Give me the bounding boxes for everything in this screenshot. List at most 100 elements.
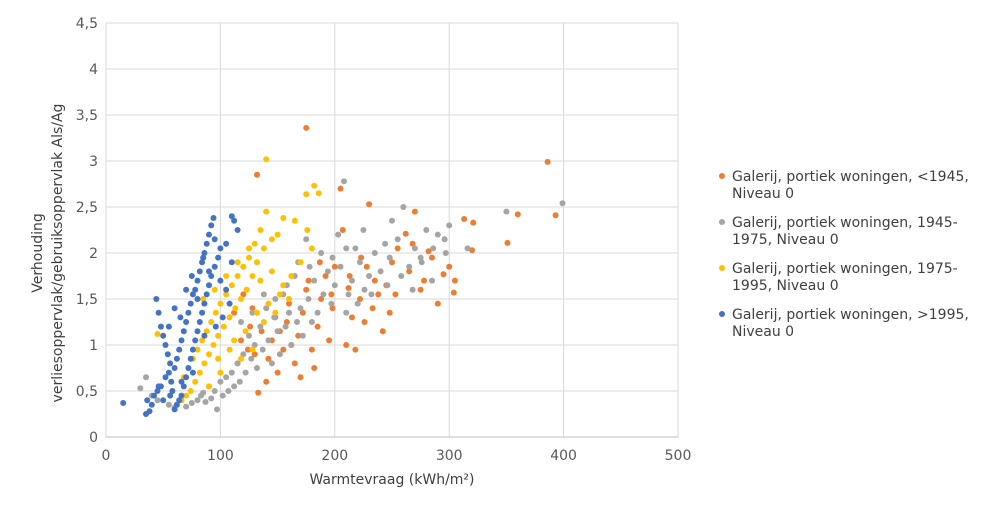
data-point — [434, 231, 441, 238]
data-point — [379, 328, 386, 335]
data-point — [297, 259, 304, 266]
data-point — [211, 286, 218, 293]
data-point — [228, 369, 235, 376]
legend-marker — [719, 311, 725, 317]
data-point — [297, 305, 304, 312]
data-point — [418, 259, 425, 266]
data-point — [217, 369, 224, 376]
data-point — [446, 263, 453, 270]
data-point — [464, 245, 471, 252]
data-point — [259, 346, 266, 353]
data-point — [217, 378, 224, 385]
data-point — [176, 397, 183, 404]
data-point — [211, 236, 218, 243]
data-point — [199, 309, 206, 316]
data-point — [243, 286, 250, 293]
data-point — [263, 305, 270, 312]
data-point — [369, 305, 376, 312]
data-point — [398, 273, 405, 279]
data-point — [178, 337, 185, 344]
data-point — [311, 277, 318, 284]
data-point — [120, 400, 127, 406]
y-axis-title-line-2-text: verliesoppervlak/gebruiksoppervlak Als/A… — [50, 104, 66, 403]
data-point — [189, 291, 196, 298]
data-point — [288, 273, 295, 279]
data-point — [254, 171, 260, 178]
data-point — [226, 314, 233, 321]
data-point — [155, 383, 162, 390]
data-point — [249, 309, 256, 316]
data-point — [288, 342, 295, 348]
data-point — [165, 369, 172, 376]
data-point — [280, 282, 287, 289]
data-point — [417, 254, 424, 261]
data-point — [160, 397, 167, 404]
data-point — [402, 230, 409, 237]
data-point — [201, 332, 208, 339]
data-point — [315, 190, 322, 197]
data-point — [215, 332, 222, 339]
data-point — [155, 309, 162, 316]
data-point — [318, 296, 325, 302]
legend-label: Galerij, portiek woningen, >1995, — [732, 307, 969, 323]
data-point — [291, 360, 298, 367]
data-point — [240, 291, 247, 298]
data-point — [304, 227, 311, 233]
data-point — [257, 227, 264, 233]
data-point — [276, 351, 283, 358]
data-point — [282, 323, 289, 330]
legend-label: 1975, Niveau 0 — [732, 232, 839, 248]
data-point — [392, 291, 399, 298]
data-point — [375, 291, 382, 298]
data-point — [183, 374, 190, 381]
data-point — [328, 300, 335, 307]
data-point — [194, 296, 201, 302]
data-point — [406, 263, 413, 270]
data-point — [389, 259, 395, 266]
data-point — [411, 245, 418, 252]
data-point — [254, 259, 260, 266]
data-point — [246, 332, 252, 339]
data-point — [343, 309, 350, 316]
data-point — [177, 314, 184, 321]
data-point — [265, 337, 272, 344]
data-point — [389, 217, 395, 224]
data-point — [183, 286, 190, 293]
data-point — [305, 277, 312, 284]
data-point — [421, 277, 427, 284]
data-point — [308, 245, 315, 252]
data-point — [386, 309, 393, 316]
data-point — [329, 254, 336, 261]
data-point — [231, 383, 238, 390]
data-point — [357, 296, 363, 302]
data-point — [394, 245, 401, 252]
y-tick-label: 1,5 — [76, 292, 98, 308]
x-tick-label: 0 — [102, 448, 111, 464]
data-point — [254, 309, 260, 316]
data-point — [188, 400, 195, 406]
data-point — [251, 240, 258, 247]
data-point — [143, 374, 149, 381]
data-point — [171, 305, 178, 312]
data-point — [331, 263, 338, 270]
data-point — [324, 268, 331, 275]
data-point — [430, 245, 437, 252]
data-point — [249, 305, 256, 312]
legend-label: Galerij, portiek woningen, <1945, — [732, 169, 969, 185]
data-point — [263, 156, 270, 163]
data-point — [203, 328, 210, 335]
data-point — [263, 378, 270, 385]
data-point — [176, 346, 183, 353]
y-tick-label: 0 — [89, 430, 98, 446]
series-4 — [120, 213, 241, 417]
data-point — [357, 259, 363, 266]
data-point — [178, 392, 185, 399]
data-point — [171, 365, 178, 371]
data-point — [212, 309, 219, 316]
legend-label: Galerij, portiek woningen, 1945- — [732, 215, 958, 231]
y-tick-label: 4,5 — [76, 16, 98, 32]
data-point — [283, 319, 290, 325]
data-point — [171, 406, 178, 413]
data-point — [263, 208, 270, 215]
